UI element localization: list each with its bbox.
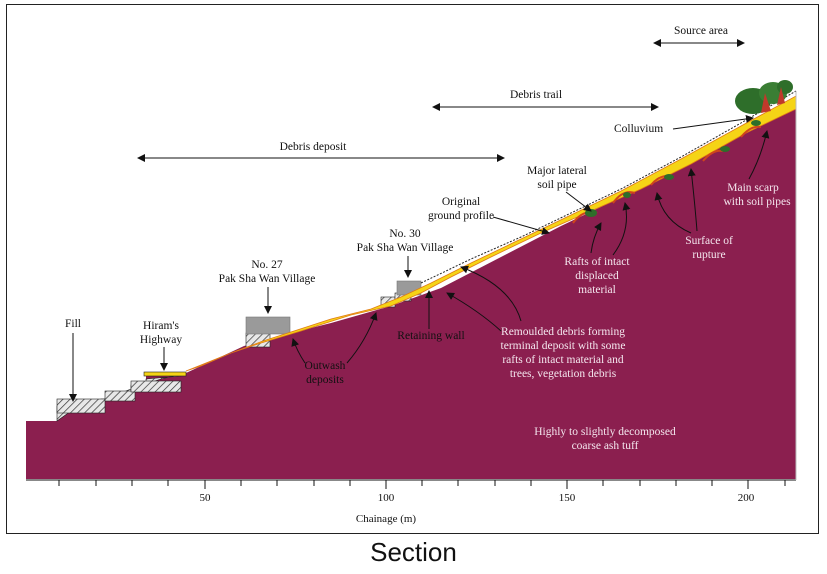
- surface-label-1: Surface of: [685, 235, 733, 247]
- no30-label-2: Pak Sha Wan Village: [357, 242, 454, 254]
- outwash-label-1: Outwash: [305, 360, 346, 372]
- main-scarp-arrow: [748, 130, 770, 180]
- source-area-label: Source area: [674, 25, 728, 37]
- rafts-arrow-2: [612, 202, 631, 256]
- hirams-label-1: Hiram's: [143, 320, 179, 332]
- no30-label-1: No. 30: [389, 228, 421, 240]
- no27-label-1: No. 27: [251, 259, 283, 271]
- tuff-label-1: Highly to slightly decomposed: [534, 426, 676, 438]
- crest-trees-icon: [735, 80, 793, 114]
- debris-deposit-label: Debris deposit: [280, 141, 348, 153]
- surface-arrow-2: [687, 168, 698, 232]
- major-lateral-label-2: soil pipe: [537, 179, 576, 191]
- colluvium-arrow: [672, 114, 754, 130]
- original-ground-label-1: Original: [442, 196, 480, 208]
- tuff-label-2: coarse ash tuff: [572, 440, 639, 452]
- remoulded-label-2: terminal deposit with some: [501, 340, 626, 352]
- fill-label: Fill: [65, 318, 81, 330]
- section-diagram: 50 100 150 200 Chainage (m) Source area …: [26, 25, 797, 525]
- rafts-label-1: Rafts of intact: [564, 256, 630, 268]
- remoulded-label-3: rafts of intact material and: [502, 354, 624, 366]
- outwash-label-2: deposits: [306, 374, 344, 386]
- tick-100: 100: [378, 492, 395, 504]
- rafts-arrow-1: [590, 222, 602, 254]
- surface-arrow-1: [654, 192, 692, 234]
- rafts-label-2: displaced: [575, 270, 619, 282]
- no27-label-2: Pak Sha Wan Village: [219, 273, 316, 285]
- bedrock-mass: [26, 98, 796, 479]
- highway-deck: [143, 371, 187, 377]
- x-axis-title: Chainage (m): [356, 513, 417, 525]
- surface-label-2: rupture: [692, 249, 725, 261]
- main-scarp-label-2: with soil pipes: [723, 196, 791, 208]
- colluvium-label: Colluvium: [614, 123, 663, 135]
- building-no27: [245, 316, 291, 335]
- original-ground-arrow: [492, 216, 550, 235]
- retaining-wall-label: Retaining wall: [397, 330, 464, 342]
- fill-block: [56, 398, 106, 414]
- figure-frame: 50 100 150 200 Chainage (m) Source area …: [6, 4, 819, 534]
- tick-150: 150: [559, 492, 576, 504]
- tick-200: 200: [738, 492, 755, 504]
- hirams-label-2: Highway: [140, 334, 182, 346]
- original-ground-profile: [420, 90, 797, 284]
- remoulded-arrow-1: [446, 292, 502, 332]
- outwash-arrow-right: [346, 312, 378, 364]
- major-lateral-label-1: Major lateral: [527, 165, 587, 177]
- tick-50: 50: [200, 492, 212, 504]
- fill-block-3: [130, 380, 182, 393]
- fill-block-2: [104, 390, 136, 402]
- major-lateral-arrow: [565, 191, 592, 212]
- rafts-label-3: material: [578, 284, 616, 296]
- outwash-arrow-left: [291, 338, 306, 364]
- original-ground-label-2: ground profile: [428, 210, 494, 222]
- figure-caption: Section: [370, 537, 457, 567]
- remoulded-label-4: trees, vegetation debris: [510, 368, 617, 380]
- debris-trail-label: Debris trail: [510, 89, 562, 101]
- main-scarp-label-1: Main scarp: [727, 182, 779, 194]
- x-axis-minor-ticks: [58, 480, 786, 489]
- remoulded-arrow-2: [460, 265, 522, 322]
- remoulded-label-1: Remoulded debris forming: [501, 326, 625, 338]
